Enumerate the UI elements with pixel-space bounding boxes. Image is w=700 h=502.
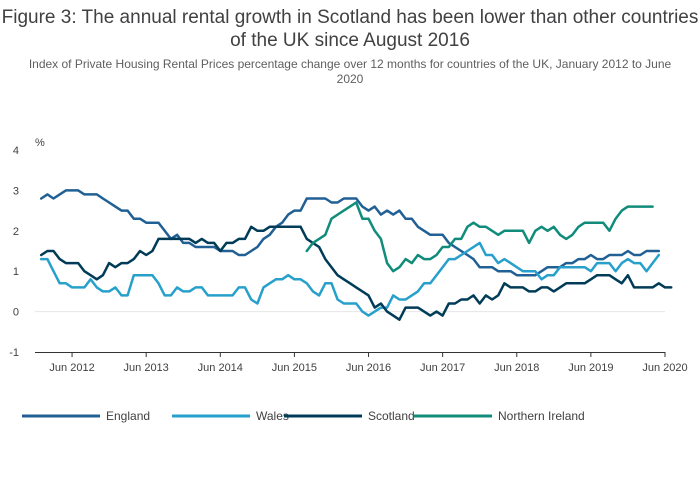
y-tick-label: 3 bbox=[13, 185, 19, 197]
series-line-wales bbox=[39, 241, 661, 317]
legend-label-wales: Wales bbox=[256, 409, 289, 423]
legend-label-scotland: Scotland bbox=[368, 409, 415, 423]
series-line-northern-ireland bbox=[305, 201, 654, 273]
x-tick-label: Jun 2013 bbox=[124, 362, 169, 374]
chart-title: Figure 3: The annual rental growth in Sc… bbox=[1, 7, 699, 51]
series-line-england bbox=[39, 189, 661, 277]
legend-label-northern-ireland: Northern Ireland bbox=[498, 409, 585, 423]
x-tick-label: Jun 2015 bbox=[272, 362, 317, 374]
x-tick-label: Jun 2016 bbox=[346, 362, 391, 374]
x-tick-label: Jun 2018 bbox=[494, 362, 539, 374]
y-tick-label: 1 bbox=[13, 266, 19, 278]
y-tick-label: 2 bbox=[13, 226, 19, 238]
chart-subtitle: Index of Private Housing Rental Prices p… bbox=[28, 57, 672, 86]
series-line-scotland bbox=[39, 225, 673, 321]
y-tick-label: 0 bbox=[13, 307, 19, 319]
y-tick-label: 4 bbox=[13, 145, 19, 157]
x-tick-label: Jun 2014 bbox=[198, 362, 243, 374]
x-tick-label: Jun 2017 bbox=[420, 362, 465, 374]
legend-label-england: England bbox=[106, 409, 150, 423]
x-tick-label: Jun 2020 bbox=[642, 362, 687, 374]
x-tick-label: Jun 2019 bbox=[568, 362, 613, 374]
x-tick-label: Jun 2012 bbox=[49, 362, 94, 374]
y-tick-label: -1 bbox=[9, 347, 19, 359]
y-axis-label: % bbox=[35, 137, 45, 149]
